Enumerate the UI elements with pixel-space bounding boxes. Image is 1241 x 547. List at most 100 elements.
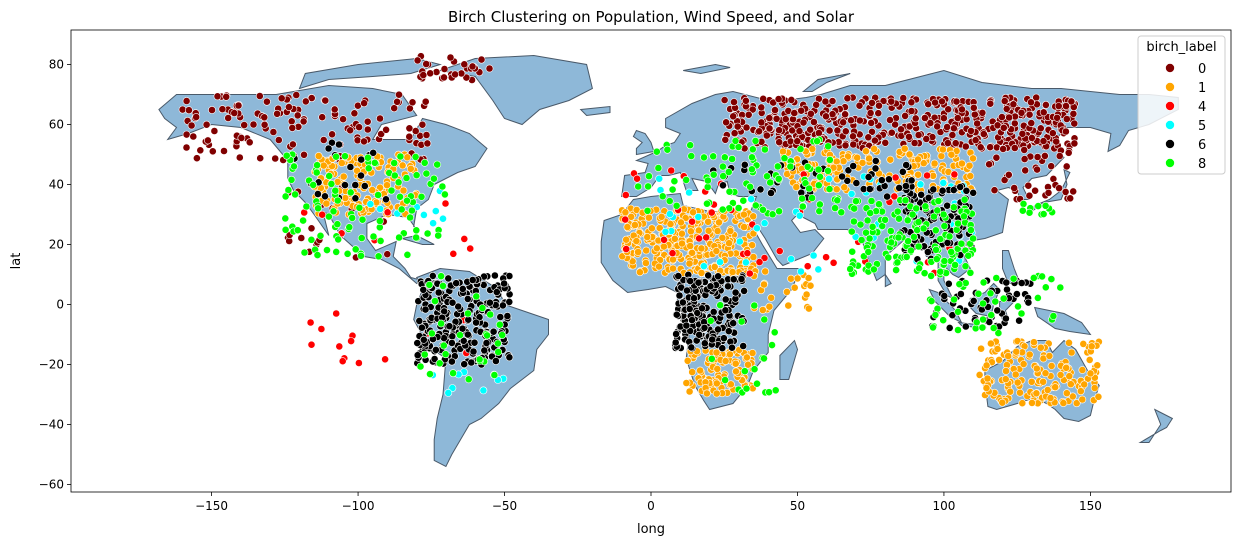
legend-label-6: 6 <box>1198 138 1206 153</box>
point-cluster-0 <box>891 120 899 129</box>
point-cluster-8 <box>300 248 309 257</box>
point-cluster-8 <box>668 185 677 194</box>
point-cluster-0 <box>887 128 896 137</box>
point-cluster-0 <box>451 70 459 79</box>
point-cluster-4 <box>307 340 316 349</box>
point-cluster-8 <box>974 289 983 298</box>
point-cluster-1 <box>727 380 735 389</box>
point-cluster-4 <box>381 355 389 364</box>
point-cluster-8 <box>363 153 372 162</box>
point-cluster-1 <box>865 154 873 163</box>
point-cluster-0 <box>1069 109 1078 118</box>
point-cluster-8 <box>907 246 915 255</box>
point-cluster-8 <box>670 177 679 186</box>
point-cluster-4 <box>667 166 676 175</box>
point-cluster-8 <box>833 196 842 205</box>
point-cluster-1 <box>712 379 721 388</box>
point-cluster-6 <box>672 310 681 319</box>
point-cluster-6 <box>1015 316 1023 325</box>
point-cluster-8 <box>936 267 945 276</box>
point-cluster-8 <box>346 188 355 197</box>
point-cluster-1 <box>642 259 650 267</box>
point-cluster-0 <box>446 53 455 62</box>
point-cluster-0 <box>795 127 804 136</box>
point-cluster-0 <box>953 114 962 122</box>
point-cluster-8 <box>720 153 729 162</box>
point-cluster-6 <box>1002 314 1010 323</box>
point-cluster-1 <box>749 253 758 261</box>
point-cluster-8 <box>463 309 472 318</box>
point-cluster-0 <box>1055 152 1064 160</box>
point-cluster-8 <box>846 265 855 273</box>
point-cluster-0 <box>775 126 783 135</box>
point-cluster-0 <box>273 109 281 118</box>
point-cluster-4 <box>755 258 764 266</box>
point-cluster-1 <box>631 221 639 229</box>
point-cluster-1 <box>779 147 787 156</box>
point-cluster-1 <box>1032 364 1041 373</box>
point-cluster-1 <box>383 181 391 190</box>
point-cluster-0 <box>1047 162 1056 171</box>
point-cluster-1 <box>905 150 914 159</box>
point-cluster-6 <box>902 161 911 169</box>
point-cluster-1 <box>914 155 922 164</box>
point-cluster-0 <box>1027 98 1035 107</box>
point-cluster-8 <box>390 159 399 167</box>
point-cluster-8 <box>709 152 718 161</box>
point-cluster-0 <box>300 150 308 159</box>
point-cluster-6 <box>695 330 704 339</box>
point-cluster-8 <box>936 235 945 243</box>
point-cluster-6 <box>491 357 500 365</box>
point-cluster-6 <box>472 318 480 327</box>
point-cluster-6 <box>687 343 696 352</box>
point-cluster-0 <box>864 133 873 142</box>
point-cluster-6 <box>739 342 748 350</box>
legend-label-0: 0 <box>1198 62 1206 77</box>
point-cluster-0 <box>288 140 297 149</box>
point-cluster-0 <box>1053 113 1061 122</box>
point-cluster-0 <box>1070 119 1079 128</box>
point-cluster-4 <box>354 359 363 367</box>
point-cluster-8 <box>761 145 769 154</box>
series-8 <box>281 135 1065 397</box>
point-cluster-0 <box>978 108 987 117</box>
point-cluster-8 <box>768 210 777 219</box>
point-cluster-8 <box>334 235 343 244</box>
point-cluster-0 <box>432 68 441 76</box>
point-cluster-8 <box>751 136 760 145</box>
point-cluster-6 <box>452 279 461 288</box>
point-cluster-8 <box>369 232 378 241</box>
point-cluster-0 <box>182 143 191 152</box>
point-cluster-8 <box>986 289 995 298</box>
point-cluster-0 <box>1048 129 1057 138</box>
point-cluster-1 <box>1076 387 1085 396</box>
point-cluster-8 <box>978 323 987 332</box>
point-cluster-6 <box>683 286 691 295</box>
point-cluster-0 <box>287 117 296 126</box>
point-cluster-0 <box>1004 170 1013 179</box>
point-cluster-0 <box>940 114 948 123</box>
point-cluster-0 <box>360 99 368 108</box>
point-cluster-0 <box>1041 151 1049 160</box>
point-cluster-8 <box>803 162 812 171</box>
point-cluster-8 <box>914 242 923 251</box>
point-cluster-0 <box>1069 187 1078 196</box>
point-cluster-8 <box>309 180 318 189</box>
point-cluster-5 <box>847 189 856 198</box>
point-cluster-8 <box>927 297 936 305</box>
point-cluster-1 <box>790 283 799 292</box>
point-cluster-0 <box>769 98 778 107</box>
point-cluster-1 <box>319 161 328 170</box>
point-cluster-8 <box>493 339 502 348</box>
point-cluster-1 <box>339 172 348 181</box>
point-cluster-8 <box>682 175 691 184</box>
point-cluster-8 <box>991 297 1000 306</box>
point-cluster-8 <box>865 234 874 243</box>
point-cluster-0 <box>1044 188 1053 197</box>
point-cluster-1 <box>636 268 644 277</box>
point-cluster-8 <box>915 264 923 273</box>
point-cluster-6 <box>993 306 1002 315</box>
point-cluster-6 <box>430 355 439 363</box>
land-new-zealand <box>1138 408 1174 443</box>
point-cluster-0 <box>969 103 978 112</box>
